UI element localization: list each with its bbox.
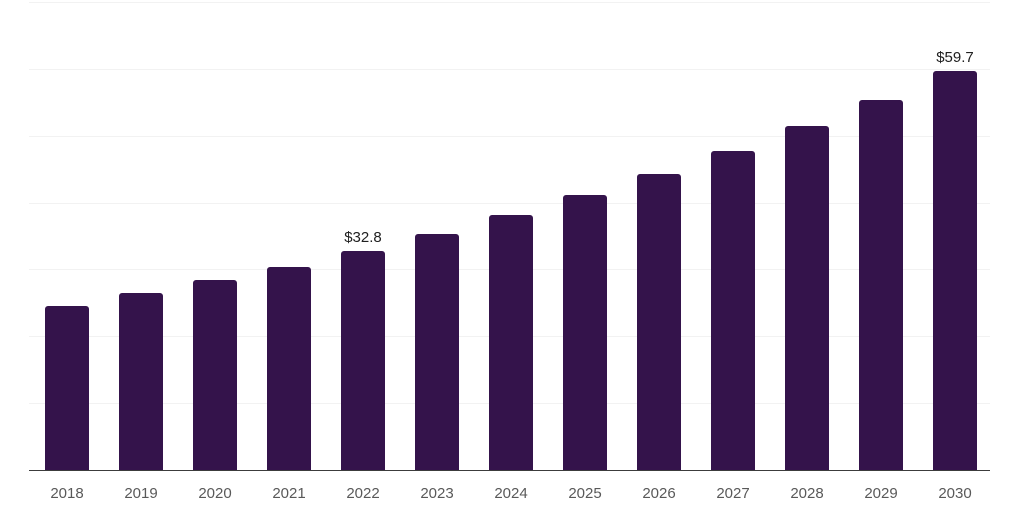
x-axis-label: 2019 xyxy=(124,485,158,502)
x-axis-label: 2021 xyxy=(272,485,306,502)
bar-2023 xyxy=(415,233,459,470)
x-axis-label: 2027 xyxy=(716,485,750,502)
bar-2028 xyxy=(785,126,829,470)
value-label: $59.7 xyxy=(936,48,974,66)
gridline xyxy=(29,136,990,137)
x-axis-label: 2025 xyxy=(568,485,602,502)
x-axis-label: 2026 xyxy=(642,485,676,502)
value-label: $32.8 xyxy=(344,228,382,246)
bar-2025 xyxy=(563,195,607,470)
x-axis-label: 2018 xyxy=(50,485,84,502)
x-axis-label: 2029 xyxy=(864,485,898,502)
gridline xyxy=(29,2,990,3)
x-axis-label: 2023 xyxy=(420,485,454,502)
gridline xyxy=(29,69,990,70)
x-axis-label: 2024 xyxy=(494,485,528,502)
bar-2026 xyxy=(637,173,681,470)
bar-2024 xyxy=(489,215,533,470)
x-axis-label: 2028 xyxy=(790,485,824,502)
x-axis-line xyxy=(29,470,990,471)
bar-2019 xyxy=(119,293,163,470)
bar-2022 xyxy=(341,250,385,470)
bar-2021 xyxy=(267,266,311,470)
x-axis-label: 2030 xyxy=(938,485,972,502)
bar-2020 xyxy=(193,280,237,470)
x-axis-label: 2022 xyxy=(346,485,380,502)
bar-2030 xyxy=(933,70,977,470)
gridline xyxy=(29,203,990,204)
bar-2029 xyxy=(859,99,903,470)
x-axis-label: 2020 xyxy=(198,485,232,502)
bar-2027 xyxy=(711,151,755,470)
bar-2018 xyxy=(45,305,89,470)
